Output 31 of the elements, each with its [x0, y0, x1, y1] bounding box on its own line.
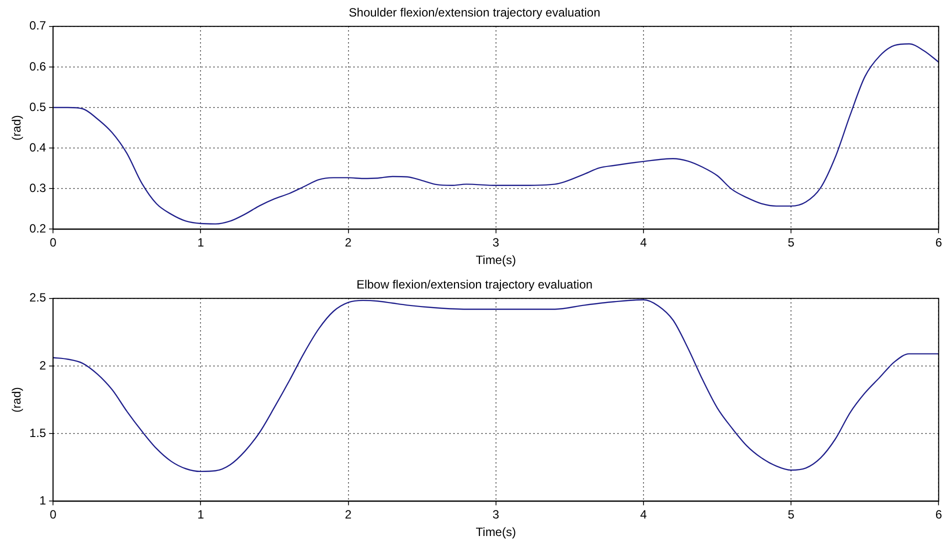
chart-title: Shoulder flexion/extension trajectory evaluation: [348, 6, 600, 20]
x-tick-label: 0: [50, 236, 57, 250]
x-axis-title: Time(s): [476, 525, 516, 540]
y-tick-label: 2.5: [29, 290, 46, 305]
x-tick-label: 5: [788, 236, 795, 250]
x-tick-label: 6: [935, 508, 942, 522]
y-tick-label: 2: [39, 358, 46, 372]
y-tick-label: 0.5: [29, 100, 46, 114]
x-tick-label: 1: [197, 236, 204, 250]
x-axis-title: Time(s): [476, 253, 516, 268]
y-tick-label: 0.2: [29, 222, 46, 236]
y-tick-label: 0.6: [29, 59, 46, 74]
x-tick-label: 4: [640, 508, 648, 522]
x-tick-label: 3: [492, 508, 500, 522]
line-series: [53, 43, 939, 225]
x-tick-label: 5: [788, 508, 795, 522]
x-tick-label: 3: [492, 236, 500, 250]
y-tick-label: 0.3: [29, 180, 46, 195]
chart-title: Elbow flexion/extension trajectory evaluation: [356, 278, 593, 292]
y-tick-label: 1: [39, 494, 46, 508]
x-tick-label: 2: [344, 236, 352, 250]
x-tick-label: 4: [640, 236, 648, 250]
x-tick-label: 6: [935, 236, 942, 250]
y-axis-title: (rad): [10, 387, 24, 412]
y-tick-label: 0.4: [29, 140, 46, 154]
x-tick-label: 0: [50, 508, 57, 522]
x-tick-label: 2: [344, 508, 352, 522]
y-tick-label: 1.5: [29, 426, 46, 440]
x-tick-label: 1: [197, 508, 204, 522]
y-axis-title: (rad): [10, 115, 24, 140]
y-tick-label: 0.7: [29, 18, 46, 33]
